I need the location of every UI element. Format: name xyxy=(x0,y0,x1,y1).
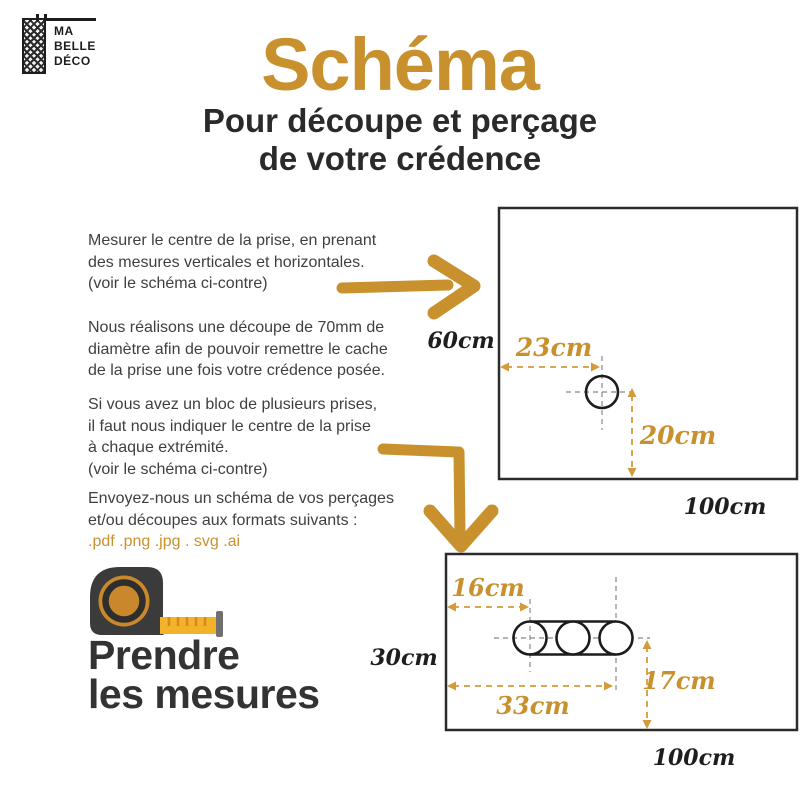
logo-tick xyxy=(36,14,39,20)
panel-width-label-100cm: 100cm xyxy=(653,745,736,771)
arrowhead xyxy=(627,468,637,477)
panel-height-label-60cm: 60cm xyxy=(427,328,494,354)
arrowhead xyxy=(500,362,509,372)
brand-name-line1: MA xyxy=(54,24,74,38)
tape-end-clip xyxy=(216,611,223,637)
dim-label-16cm: 16cm xyxy=(451,573,524,602)
brand-name: MA BELLE DÉCO xyxy=(54,24,96,69)
panel-width-label-100cm: 100cm xyxy=(684,494,767,520)
panel-outline-top xyxy=(497,206,799,481)
arrowhead xyxy=(447,681,456,691)
credence-diagram-triple-socket: 16cm 33cm 17cm 30cm 100cm xyxy=(370,552,799,771)
panel-height-label-30cm: 30cm xyxy=(370,645,437,671)
tape-reel-ring xyxy=(102,579,146,623)
arrowhead xyxy=(642,720,652,729)
dim-label-23cm: 23cm xyxy=(515,333,592,362)
arrowhead xyxy=(591,362,600,372)
socket-hole-3 xyxy=(598,620,634,656)
credence-diagram-single-socket: 23cm 20cm 60cm 100cm xyxy=(427,206,799,520)
page-title: Schéma xyxy=(261,23,540,106)
socket-hole xyxy=(584,374,620,410)
brand-logo: MA BELLE DÉCO xyxy=(22,14,98,74)
accepted-file-formats: .pdf .png .jpg . svg .ai xyxy=(88,533,241,550)
socket-hole-1 xyxy=(512,620,548,656)
arrowhead xyxy=(520,602,529,612)
arrowhead xyxy=(604,681,613,691)
socket-hole-2 xyxy=(555,620,591,656)
dim-label-17cm: 17cm xyxy=(642,666,715,695)
dim-label-33cm: 33cm xyxy=(496,691,569,720)
brand-name-line2: BELLE xyxy=(54,39,96,53)
herringbone-pattern-icon xyxy=(22,18,46,74)
brush-arrow-bent-down-icon xyxy=(377,443,499,553)
instruction-cutout-70mm: Nous réalisons une découpe de 70mm de di… xyxy=(88,319,388,379)
brand-name-line3: DÉCO xyxy=(54,54,91,68)
arrowhead xyxy=(447,602,456,612)
logo-tick xyxy=(44,14,47,20)
instruction-send-schema: Envoyez-nous un schéma de vos perçages e… xyxy=(88,490,394,529)
dim-label-20cm: 20cm xyxy=(639,421,716,450)
tape-measure-icon xyxy=(90,567,223,637)
arrowhead xyxy=(627,388,637,397)
logo-top-rule xyxy=(22,18,96,21)
tape-ticks xyxy=(167,617,207,626)
arrowhead xyxy=(642,640,652,649)
instruction-multiple-sockets: Si vous avez un bloc de plusieurs prises… xyxy=(88,396,378,478)
brush-arrow-right-icon xyxy=(336,254,481,320)
footer-title: Prendre les mesures xyxy=(88,632,320,717)
page-subtitle: Pour découpe et perçage de votre crédenc… xyxy=(202,102,598,177)
instruction-measure-center: Mesurer le centre de la prise, en prenan… xyxy=(88,232,377,292)
